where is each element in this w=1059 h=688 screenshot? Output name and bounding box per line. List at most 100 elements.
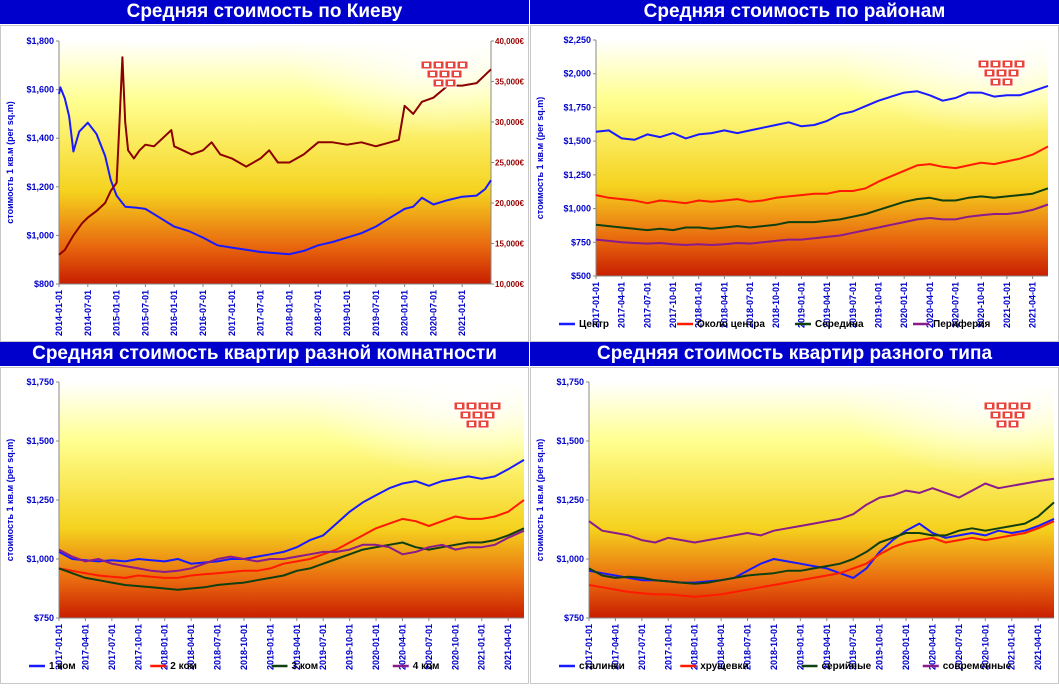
legend-label: хрущевки <box>700 661 748 672</box>
x-tick-label: 2017-07-01 <box>637 624 647 670</box>
x-tick-label: 2019-10-01 <box>875 624 885 670</box>
x-tick-label: 2016-07-01 <box>198 290 208 336</box>
y-tick-label: $750 <box>564 613 584 623</box>
x-tick-label: 2020-04-01 <box>397 624 407 670</box>
x-tick-label: 2017-07-01 <box>256 290 266 336</box>
chart-svg: $800 $1,000 $1,200 $1,400 $1,600 $1,800 стоимо… <box>5 36 524 336</box>
x-tick-label: 2017-10-01 <box>133 624 143 670</box>
x-tick-label: 2017-01-01 <box>227 290 237 336</box>
legend-label: 1 ком <box>49 661 76 672</box>
chart-title: Средняя стоимость по районам <box>530 0 1059 24</box>
y-tick-label: $1,750 <box>563 102 591 112</box>
x-tick-label: 2017-04-01 <box>80 624 90 670</box>
x-tick-label: 2020-07-01 <box>428 290 438 336</box>
y2-tick-label: 40,000€ <box>495 37 524 46</box>
x-tick-label: 2019-10-01 <box>874 282 884 328</box>
x-tick-label: 2020-04-01 <box>927 624 937 670</box>
x-tick-label: 2018-10-01 <box>771 282 781 328</box>
legend-label: Периферия <box>933 318 990 330</box>
legend-label: Середина <box>815 319 864 330</box>
y-tick-label: $1,250 <box>563 170 591 180</box>
x-tick-label: 2018-07-01 <box>213 624 223 670</box>
legend-label: 3 ком <box>292 661 319 672</box>
y-tick-label: $2,000 <box>563 69 591 79</box>
series-line <box>58 499 525 579</box>
x-tick-label: 2015-01-01 <box>112 290 122 336</box>
y2-tick-label: 10,000€ <box>495 280 524 289</box>
y-tick-label: $1,500 <box>26 436 54 446</box>
series-line <box>588 501 1055 585</box>
x-tick-label: 2020-10-01 <box>976 282 986 328</box>
x-tick-label: 2019-04-01 <box>822 282 832 328</box>
y-tick-label: $1,250 <box>556 495 584 505</box>
x-tick-label: 2019-07-01 <box>848 282 858 328</box>
y-tick-label: $1,000 <box>26 554 54 564</box>
x-tick-label: 2015-07-01 <box>140 290 150 336</box>
x-tick-label: 2020-07-01 <box>951 282 961 328</box>
y-tick-label: $1,200 <box>26 182 54 192</box>
y-axis-label: стоимость 1 кв.м (per sq.m) <box>535 439 545 561</box>
y-tick-label: $800 <box>34 279 54 289</box>
y-tick-label: $1,750 <box>556 377 584 387</box>
x-tick-label: 2019-10-01 <box>345 624 355 670</box>
y2-tick-label: 20,000€ <box>495 199 524 208</box>
series-line <box>588 520 1055 598</box>
y-tick-label: $1,250 <box>26 495 54 505</box>
plot-glow <box>59 41 491 284</box>
y-tick-label: $1,500 <box>563 136 591 146</box>
bricks-logo-icon <box>453 401 502 429</box>
x-tick-label: 2017-10-01 <box>668 282 678 328</box>
legend-label: 4 ком <box>413 661 440 672</box>
x-tick-label: 2021-01-01 <box>457 290 467 336</box>
x-tick-label: 2017-07-01 <box>107 624 117 670</box>
x-tick-label: 2019-01-01 <box>795 624 805 670</box>
x-tick-label: 2017-04-01 <box>610 624 620 670</box>
chart-svg: $750 $1,000 $1,250 $1,500 $1,750 стоимость 1 … <box>5 377 525 672</box>
series-line <box>595 84 1049 141</box>
x-tick-label: 2017-10-01 <box>663 624 673 670</box>
series-line <box>58 56 492 256</box>
x-tick-label: 2019-04-01 <box>292 624 302 670</box>
x-tick-label: 2017-01-01 <box>591 282 601 328</box>
legend-label: сталинки <box>579 661 625 672</box>
x-tick-label: 2020-01-01 <box>400 290 410 336</box>
chart-svg: $750 $1,000 $1,250 $1,500 $1,750 стоимость 1 … <box>535 377 1055 672</box>
chart-title: Средняя стоимость квартир разного типа <box>530 342 1059 366</box>
x-tick-label: 2019-07-01 <box>318 624 328 670</box>
y2-tick-label: 30,000€ <box>495 118 524 127</box>
x-tick-label: 2019-01-01 <box>796 282 806 328</box>
plot-glow <box>596 40 1048 276</box>
y2-tick-label: 15,000€ <box>495 240 524 249</box>
y-axis-label: стоимость 1 кв.м (per sq.m) <box>535 97 545 219</box>
y-tick-label: $1,750 <box>26 377 54 387</box>
chart-title: Средняя стоимость по Киеву <box>0 0 529 24</box>
x-tick-label: 2020-07-01 <box>424 624 434 670</box>
y-tick-label: $750 <box>571 237 591 247</box>
x-tick-label: 2020-04-01 <box>925 282 935 328</box>
x-tick-label: 2020-10-01 <box>980 624 990 670</box>
y-tick-label: $750 <box>34 613 54 623</box>
x-tick-label: 2014-07-01 <box>83 290 93 336</box>
x-tick-label: 2017-01-01 <box>54 624 64 670</box>
x-tick-label: 2018-10-01 <box>239 624 249 670</box>
chart-svg: $500 $750 $1,000 $1,250 $1,500 $1,750 $2,000 $2… <box>535 35 1049 330</box>
x-tick-label: 2016-01-01 <box>169 290 179 336</box>
panel-districts: Средняя стоимость по районам $500 $750 $1,… <box>530 0 1059 342</box>
series-line <box>58 459 525 565</box>
x-tick-label: 2017-04-01 <box>617 282 627 328</box>
x-tick-label: 2018-01-01 <box>690 624 700 670</box>
x-tick-label: 2019-07-01 <box>371 290 381 336</box>
y-tick-label: $1,400 <box>26 133 54 143</box>
legend-label: серийные <box>822 661 872 672</box>
x-tick-label: 2018-07-01 <box>743 624 753 670</box>
x-tick-label: 2021-04-01 <box>1028 282 1038 328</box>
x-tick-label: 2019-01-01 <box>265 624 275 670</box>
x-tick-label: 2019-01-01 <box>342 290 352 336</box>
x-tick-label: 2020-01-01 <box>901 624 911 670</box>
x-tick-label: 2020-01-01 <box>371 624 381 670</box>
y-tick-label: $1,800 <box>26 36 54 46</box>
x-tick-label: 2018-07-01 <box>745 282 755 328</box>
series-line <box>595 203 1049 246</box>
x-tick-label: 2021-01-01 <box>1007 624 1017 670</box>
x-tick-label: 2017-07-01 <box>642 282 652 328</box>
